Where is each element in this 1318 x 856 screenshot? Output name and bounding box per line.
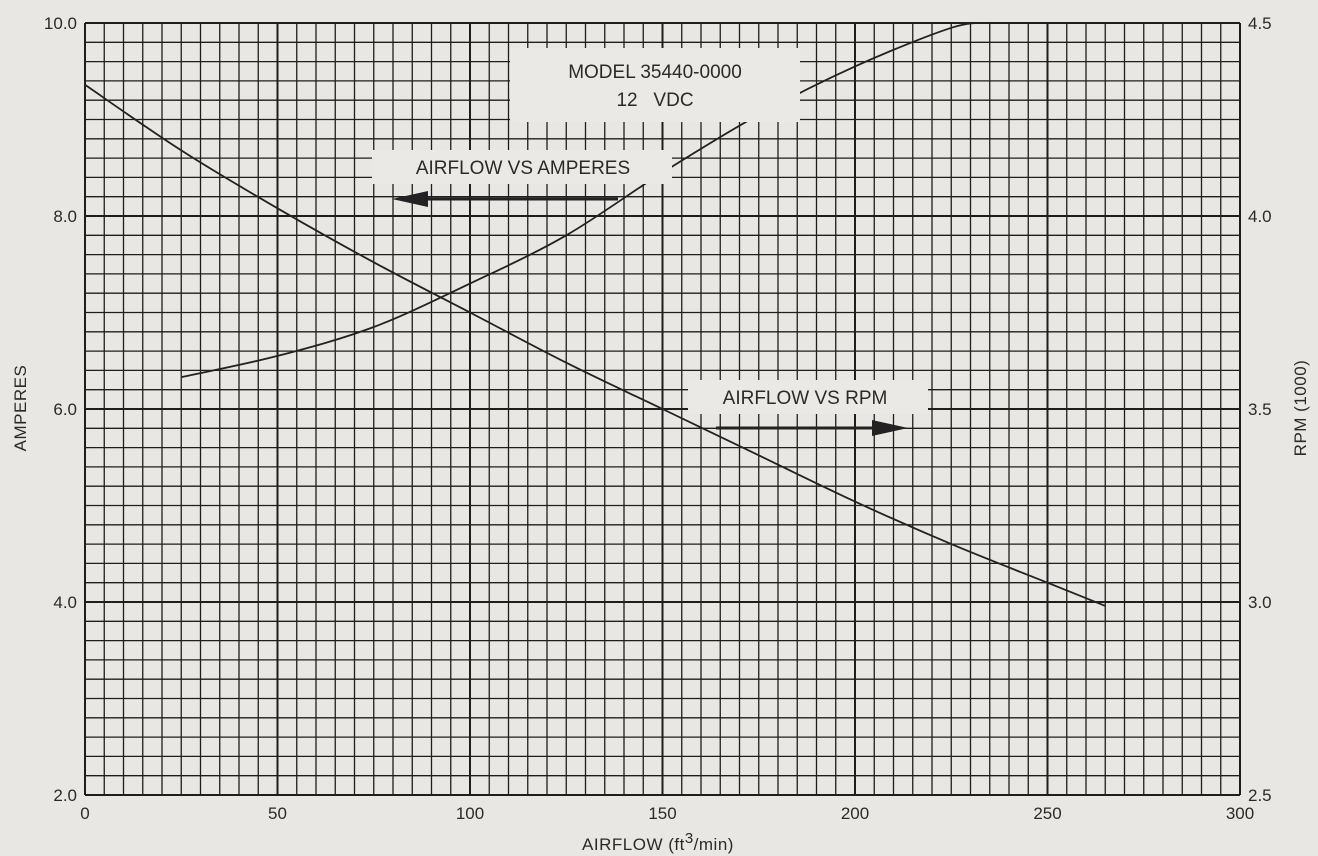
series-line-rpm [84,84,1106,607]
y-tick-label: 4.0 [53,593,77,612]
annotation-rpm-label: AIRFLOW VS RPM [723,388,888,409]
x-tick-label: 100 [456,804,484,823]
y2-tick-label: 4.5 [1248,14,1272,33]
y2-tick-label: 3.0 [1248,593,1272,612]
title-backdrop [510,48,800,122]
y2-tick-label: 3.5 [1248,400,1272,419]
x-tick-label: 200 [841,804,869,823]
left-arrow-head-icon [392,191,428,207]
y2-axis-title: RPM (1000) [1291,360,1310,457]
y-tick-label: 2.0 [53,786,77,805]
chart-title: MODEL 35440-0000 [568,62,742,83]
series-lines [84,22,1106,607]
x-tick-label: 150 [648,804,676,823]
annotation-backdrop [688,380,928,414]
chart-subtitle: 12 VDC [616,90,693,111]
y2-tick-label: 4.0 [1248,207,1272,226]
x-tick-label: 250 [1033,804,1061,823]
grid [84,22,1241,796]
annotation-backdrop [372,150,672,184]
x-axis-title: AIRFLOW (ft3/min) [582,830,734,854]
annotation-airflow-vs-amperes: AIRFLOW VS AMPERES [372,150,672,207]
tick-labels: 0 50 100 150 200 250 300 2.0 4.0 6.0 8.0 10.0 2.5 3.0… [44,14,1272,823]
x-tick-label: 300 [1226,804,1254,823]
x-tick-label: 0 [80,804,89,823]
title-box: MODEL 35440-0000 12 VDC [510,48,800,122]
series-line-amperes [181,22,990,379]
right-arrow-head-icon [872,420,908,436]
y-axis-title: AMPERES [11,365,30,452]
annotation-airflow-vs-rpm: AIRFLOW VS RPM [688,380,928,436]
y2-tick-label: 2.5 [1248,786,1272,805]
annotation-amperes-label: AIRFLOW VS AMPERES [416,158,630,179]
y-tick-label: 6.0 [53,400,77,419]
y-tick-label: 10.0 [44,14,77,33]
y-tick-label: 8.0 [53,207,77,226]
x-tick-label: 50 [268,804,287,823]
